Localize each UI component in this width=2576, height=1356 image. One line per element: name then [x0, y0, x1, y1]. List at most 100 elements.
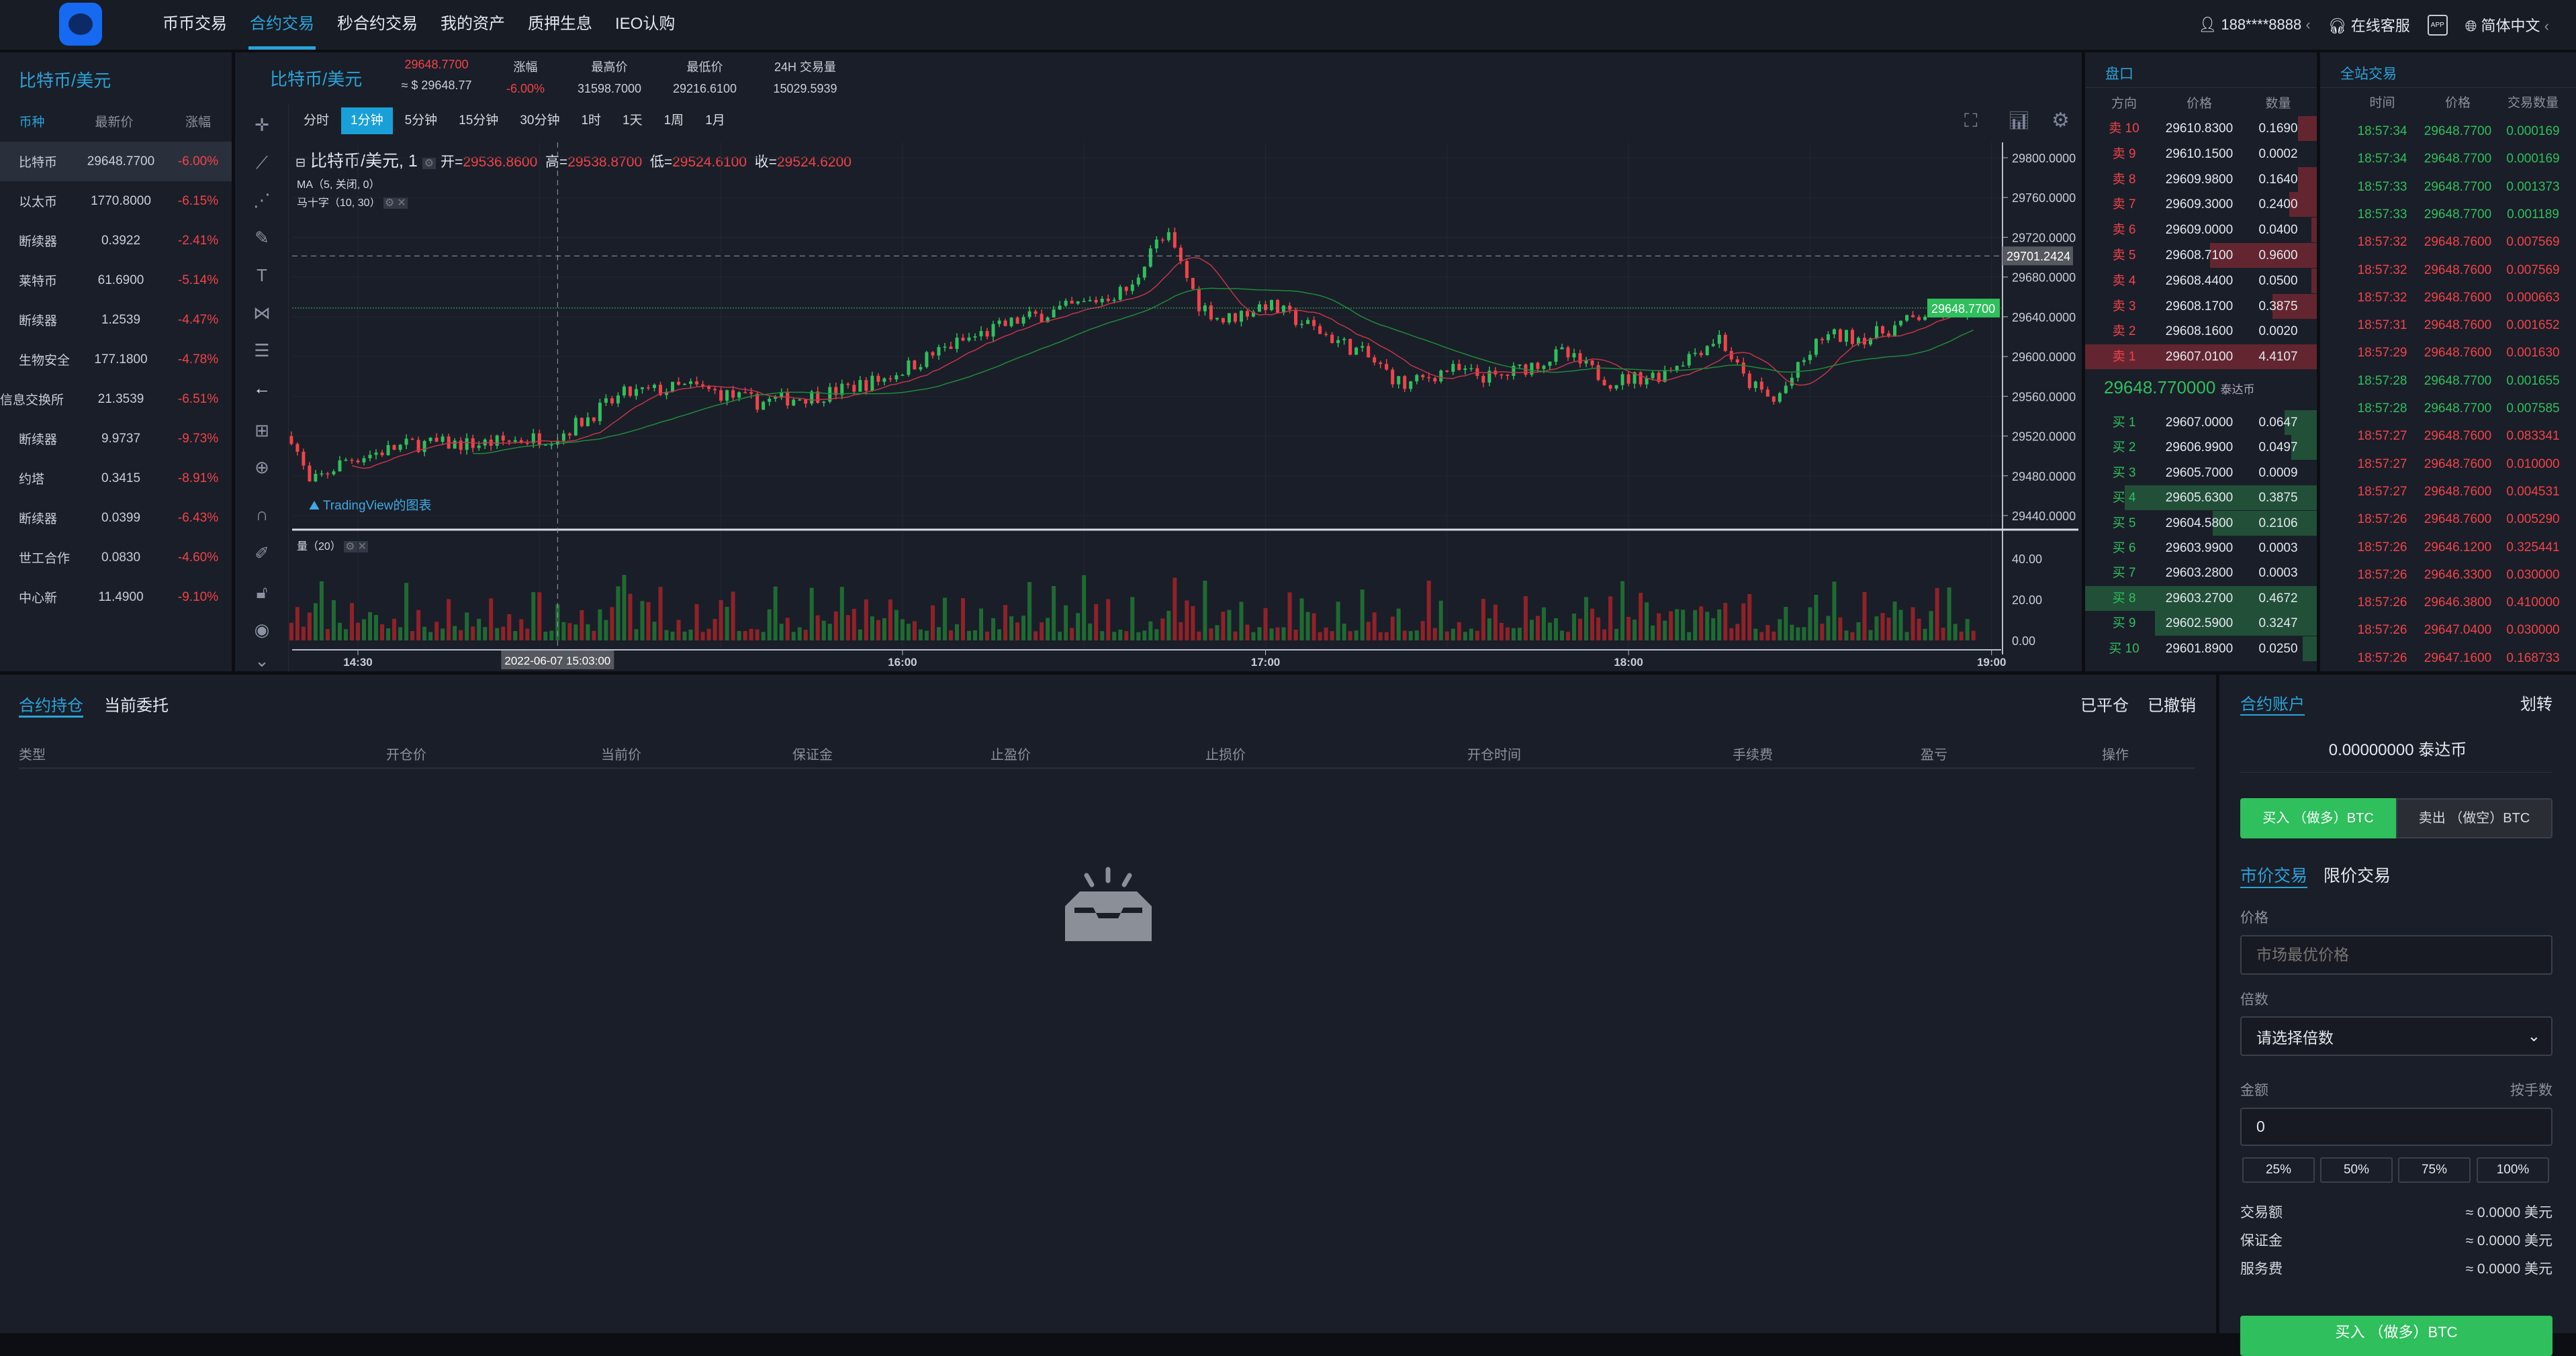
transfer-button[interactable]: 划转: [2520, 695, 2552, 714]
ask-row[interactable]: 卖 10 29610.8300 0.1690: [2085, 116, 2317, 141]
market-row[interactable]: 中心新 11.4900 -9.10%: [0, 577, 232, 617]
ask-row[interactable]: 卖 4 29608.4400 0.0500: [2085, 268, 2317, 293]
timeframe-tab[interactable]: 1周: [663, 113, 684, 128]
market-row[interactable]: 以太币 1770.8000 -6.15%: [0, 181, 232, 221]
bid-row[interactable]: 买 1 29607.0000 0.0647: [2085, 410, 2317, 435]
price-input[interactable]: [2240, 935, 2552, 975]
app-download-icon[interactable]: APP: [2427, 14, 2448, 36]
market-row[interactable]: 生物安全 177.1800 -4.78%: [0, 340, 232, 379]
bid-row[interactable]: 买 6 29603.9900 0.0003: [2085, 536, 2317, 561]
fullscreen-icon[interactable]: ⛶: [1964, 110, 1978, 131]
timeframe-tab[interactable]: 15分钟: [459, 113, 499, 128]
pct-25-button[interactable]: 25%: [2242, 1157, 2315, 1183]
ask-row[interactable]: 卖 1 29607.0100 4.4107: [2085, 344, 2317, 370]
tab-cancelled[interactable]: 已撤销: [2148, 697, 2196, 715]
crosshair-icon[interactable]: ✛: [255, 115, 269, 135]
nav-contract[interactable]: 合约交易: [248, 0, 316, 50]
tab-open-orders[interactable]: 当前委托: [104, 697, 169, 715]
ask-row[interactable]: 卖 7 29609.3000 0.2400: [2085, 192, 2317, 217]
pct-100-button[interactable]: 100%: [2477, 1157, 2549, 1183]
trade-amount: 0.410000: [2506, 595, 2560, 610]
support-link[interactable]: 🎧︎ 在线客服: [2328, 14, 2410, 36]
amount-input[interactable]: 0: [2240, 1108, 2552, 1146]
lock-drawing-icon[interactable]: ✐: [255, 543, 269, 563]
arrow-left-icon[interactable]: ←: [253, 378, 271, 398]
unlock-icon[interactable]: 🔓︎: [256, 582, 268, 602]
market-row[interactable]: 断续器 0.0399 -6.43%: [0, 498, 232, 538]
market-row[interactable]: 比特币 29648.7700 -6.00%: [0, 142, 232, 181]
market-row[interactable]: 断续器 0.3922 -2.41%: [0, 221, 232, 260]
volume-label: 24H 交易量: [774, 60, 837, 74]
by-lots-toggle[interactable]: 按手数: [2510, 1083, 2552, 1098]
bid-row[interactable]: 买 2 29606.9900 0.0497: [2085, 435, 2317, 461]
text-icon[interactable]: T: [257, 265, 267, 285]
volume-settings-icon[interactable]: ⚙: [344, 541, 357, 552]
market-row[interactable]: 世工合作 0.0830 -4.60%: [0, 538, 232, 577]
collapse-icon[interactable]: ⊟: [295, 156, 306, 169]
timeframe-tab[interactable]: 1时: [581, 113, 602, 128]
timeframe-tab[interactable]: 分时: [304, 113, 330, 128]
bid-row[interactable]: 买 7 29603.2800 0.0003: [2085, 561, 2317, 585]
macross-close-icon[interactable]: ✕: [396, 197, 408, 209]
pct-75-button[interactable]: 75%: [2398, 1157, 2471, 1183]
market-row[interactable]: 莱特币 61.6900 -5.14%: [0, 260, 232, 300]
user-menu[interactable]: 👤︎ 188****8888 ‹: [2198, 16, 2310, 34]
brush-icon[interactable]: ✎: [255, 228, 269, 248]
tab-closed[interactable]: 已平仓: [2080, 697, 2129, 715]
fib-icon[interactable]: ☰: [254, 340, 270, 360]
submit-buy-button[interactable]: 买入 （做多）BTC: [2240, 1316, 2552, 1356]
trend-line-icon[interactable]: ⟋: [255, 152, 269, 173]
tab-limit-order[interactable]: 限价交易: [2324, 867, 2391, 885]
tab-positions[interactable]: 合约持仓: [19, 692, 83, 718]
nav-assets[interactable]: 我的资产: [441, 15, 505, 33]
tradingview-watermark[interactable]: ⛰ TradingView的图表: [309, 495, 431, 514]
bid-row[interactable]: 买 5 29604.5800 0.2106: [2085, 510, 2317, 536]
leverage-select[interactable]: 请选择倍数 ⌄: [2240, 1016, 2552, 1056]
bid-row[interactable]: 买 8 29603.2700 0.4672: [2085, 585, 2317, 611]
measure-icon[interactable]: ⊞: [255, 420, 269, 440]
language-menu[interactable]: 🌐︎ 简体中文 ‹: [2465, 14, 2549, 36]
ask-row[interactable]: 卖 3 29608.1700 0.3875: [2085, 293, 2317, 319]
macross-settings-icon[interactable]: ⚙: [383, 197, 396, 209]
zoom-in-icon[interactable]: ⊕: [255, 457, 269, 477]
settings-gear-icon[interactable]: ⚙: [2052, 109, 2070, 132]
timeframe-tab[interactable]: 5分钟: [404, 113, 438, 128]
chevron-down-icon[interactable]: ⌄: [255, 650, 269, 671]
nav-ieo[interactable]: IEO认购: [615, 15, 676, 33]
bid-row[interactable]: 买 4 29605.6300 0.3875: [2085, 485, 2317, 511]
market-row[interactable]: 信息交换所 21.3539 -6.51%: [0, 379, 232, 419]
volume-close-icon[interactable]: ✕: [356, 541, 369, 552]
contract-account-link[interactable]: 合约账户: [2240, 691, 2305, 716]
market-row[interactable]: 断续器 1.2539 -4.47%: [0, 300, 232, 340]
market-row[interactable]: 断续器 9.9737 -9.73%: [0, 419, 232, 458]
indicators-icon[interactable]: 📊︎: [2008, 110, 2031, 130]
bid-row[interactable]: 买 3 29605.7000 0.0009: [2085, 461, 2317, 485]
ask-row[interactable]: 卖 5 29608.7100 0.9600: [2085, 243, 2317, 268]
buy-long-tab[interactable]: 买入 （做多）BTC: [2240, 798, 2396, 838]
bid-row[interactable]: 买 10 29601.8900 0.0250: [2085, 636, 2317, 661]
eye-icon[interactable]: ◉: [254, 620, 270, 640]
nav-spot[interactable]: 币币交易: [163, 15, 227, 33]
ask-row[interactable]: 卖 2 29608.1600 0.0020: [2085, 319, 2317, 344]
pattern-icon[interactable]: ⋈: [253, 303, 271, 323]
legend-settings-icon[interactable]: ⚙: [422, 158, 436, 169]
magnet-icon[interactable]: ∩: [255, 504, 269, 524]
trade-price: 29648.7600: [2424, 456, 2492, 471]
ask-row[interactable]: 卖 6 29609.0000 0.0400: [2085, 217, 2317, 243]
nav-staking[interactable]: 质押生息: [528, 15, 592, 33]
nav-second-contract[interactable]: 秒合约交易: [337, 15, 418, 33]
bid-row[interactable]: 买 9 29602.5900 0.3247: [2085, 611, 2317, 636]
market-row[interactable]: 约塔 0.3415 -8.91%: [0, 458, 232, 498]
logo[interactable]: [59, 3, 102, 46]
ask-row[interactable]: 卖 8 29609.9800 0.1640: [2085, 166, 2317, 192]
timeframe-tab[interactable]: 1月: [705, 113, 725, 128]
timeframe-tab[interactable]: 1天: [623, 113, 643, 128]
tab-market-order[interactable]: 市价交易: [2240, 863, 2308, 888]
timeframe-tab[interactable]: 1分钟: [341, 107, 393, 134]
timeframe-tab[interactable]: 30分钟: [520, 113, 560, 128]
quantity: 0.9600: [2258, 248, 2298, 262]
sell-short-tab[interactable]: 卖出 （做空）BTC: [2396, 798, 2552, 838]
pct-50-button[interactable]: 50%: [2320, 1157, 2393, 1183]
pitchfork-icon[interactable]: ⋰: [253, 190, 271, 210]
ask-row[interactable]: 卖 9 29610.1500 0.0002: [2085, 142, 2317, 166]
